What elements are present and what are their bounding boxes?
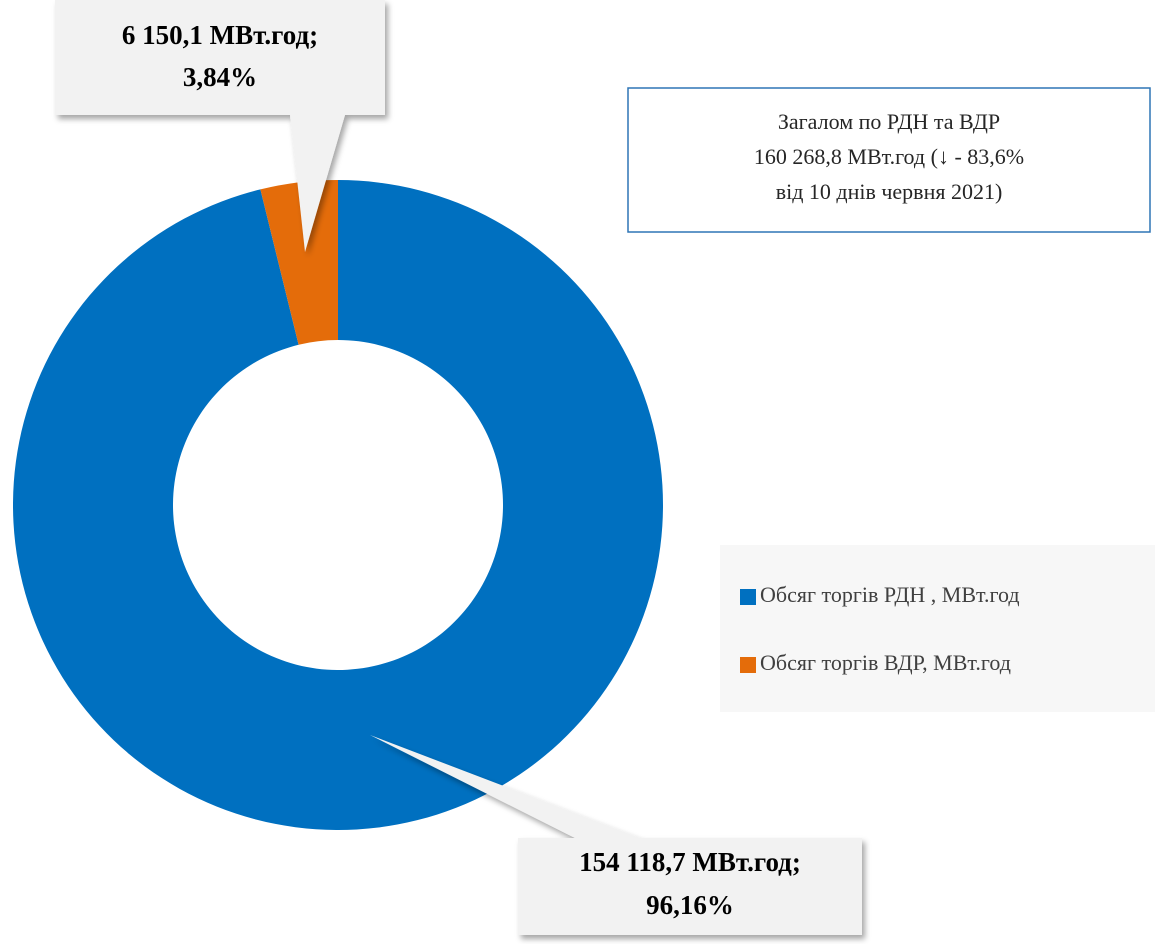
annotation-box [627,87,1151,233]
legend-swatch [740,657,756,673]
legend-box [720,545,1155,712]
data-label-callout [370,735,862,935]
donut-segment [260,180,338,345]
donut-segment [13,180,663,830]
data-label: 6 150,1 МВт.год; [122,20,318,50]
legend-label: Обсяг торгів ВДР, МВт.год [760,650,1011,675]
legend-label: Обсяг торгів РДН , МВт.год [760,582,1020,607]
annotation-text: від 10 днів червня 2021) [776,179,1003,204]
legend-swatch [740,589,756,605]
callout-shape [55,0,385,252]
data-label-callout [55,0,385,252]
data-label: 154 118,7 МВт.год; [579,847,801,877]
data-label: 96,16% [646,890,734,920]
annotation-text: Загалом по РДН та ВДР [778,109,1000,134]
data-label: 3,84% [183,62,257,92]
annotation-text: 160 268,8 МВт.год (↓ - 83,6% [754,144,1024,169]
callout-shape [370,735,862,935]
